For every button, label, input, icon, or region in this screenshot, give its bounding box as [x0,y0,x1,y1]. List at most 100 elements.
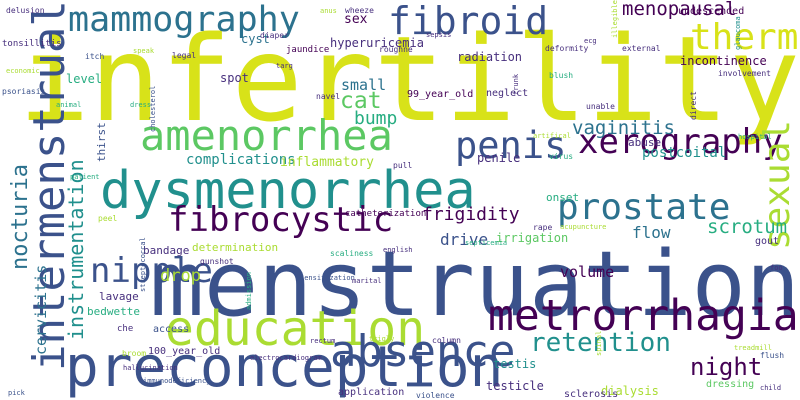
word: flush [760,351,785,360]
word: testicle [486,379,544,393]
word: economic [6,67,40,75]
word: anus [320,7,337,15]
word: gout [755,236,780,247]
word: english [383,246,413,254]
word: roughne [379,45,413,54]
word: sepsis [426,31,452,39]
word: complications [186,152,296,168]
word: prostate [557,187,731,228]
word: small [341,76,387,94]
word: gunshot [200,257,234,266]
word: dressing [706,379,755,390]
word: pull [393,161,413,170]
word: marital [352,277,382,285]
word: volume [560,263,615,281]
word: frigidity [422,204,520,225]
word: treadmill [734,344,772,352]
word: cyst [241,32,270,46]
word: incontinence [680,54,767,68]
word: lavage [99,290,139,303]
word: hospital [738,133,772,141]
word: night [690,353,763,381]
word: application [338,387,405,398]
word: bump [354,108,398,129]
word: determination [192,241,279,254]
word: access [153,324,190,335]
word: catheterization [345,209,427,219]
word: penis [455,124,567,167]
word: menopausal [622,0,737,20]
word: scaliness [330,249,374,258]
word: sensitization [300,274,355,282]
word: sex [344,12,368,27]
word: virus [549,152,574,161]
word: ecg [584,37,597,45]
word: legal [172,51,197,60]
word: thirst [95,122,108,162]
word: artifical [533,132,571,140]
word: scrotum [707,216,788,238]
word: septicemia [465,239,508,247]
word: drive [440,230,489,249]
word: spot [220,71,249,85]
word: patient [70,173,100,181]
word: nipple [90,251,213,291]
word: rectum [310,337,336,345]
word: child [760,384,782,392]
word: illegible [611,0,619,38]
word: trunk [512,73,520,95]
word: menstruation [149,232,800,337]
word: education [165,301,426,357]
word: level [66,72,103,86]
word: instrumentation [64,159,88,340]
word: retention [530,328,671,358]
word: dialysis [601,384,659,398]
word: broom [122,349,147,358]
word: testis [493,357,537,371]
word: navel [316,92,341,101]
word: neglect [486,88,529,99]
word: speak [133,47,155,55]
word: wheeze [345,6,374,15]
word: pick [8,389,25,397]
word: dress [130,101,152,109]
word: violence [416,391,455,400]
word: streptococcal [139,237,147,292]
word: therm [690,17,799,58]
word: radiation [457,50,523,64]
word: preconception [65,335,504,400]
word: postcoital [642,145,727,161]
word: column [432,336,461,345]
word: blush [549,71,574,80]
word: direct [689,91,698,120]
word: fibrocystic [168,200,394,240]
word: electrocardiogram [250,354,322,362]
word: inflammatory [280,155,374,170]
word: rape [533,223,553,232]
word: hallucination [123,364,178,372]
word: penile [477,151,521,165]
word: diaper [260,31,289,40]
word: irrigation [496,231,569,245]
word: infertility [18,10,800,148]
word: bedwette [87,305,140,318]
word: cervicitis [32,264,50,355]
word: delusion [6,6,45,15]
word: trigly [369,335,395,343]
word: vaginitis [572,117,675,139]
word: itch [85,52,105,61]
word: 99_year_old [407,89,474,100]
word: foo [770,264,783,272]
word: external [622,44,661,53]
word: flow [632,223,671,242]
word: undescended [678,6,745,17]
word: jaundice [286,45,330,55]
word: mammography [68,0,300,40]
word: glaucoma [734,16,742,50]
word: tonsillitis [2,39,62,49]
word: sclerosis [564,389,619,400]
word: drop [160,266,201,286]
word: spinal [595,330,603,356]
word: cat [340,88,382,114]
